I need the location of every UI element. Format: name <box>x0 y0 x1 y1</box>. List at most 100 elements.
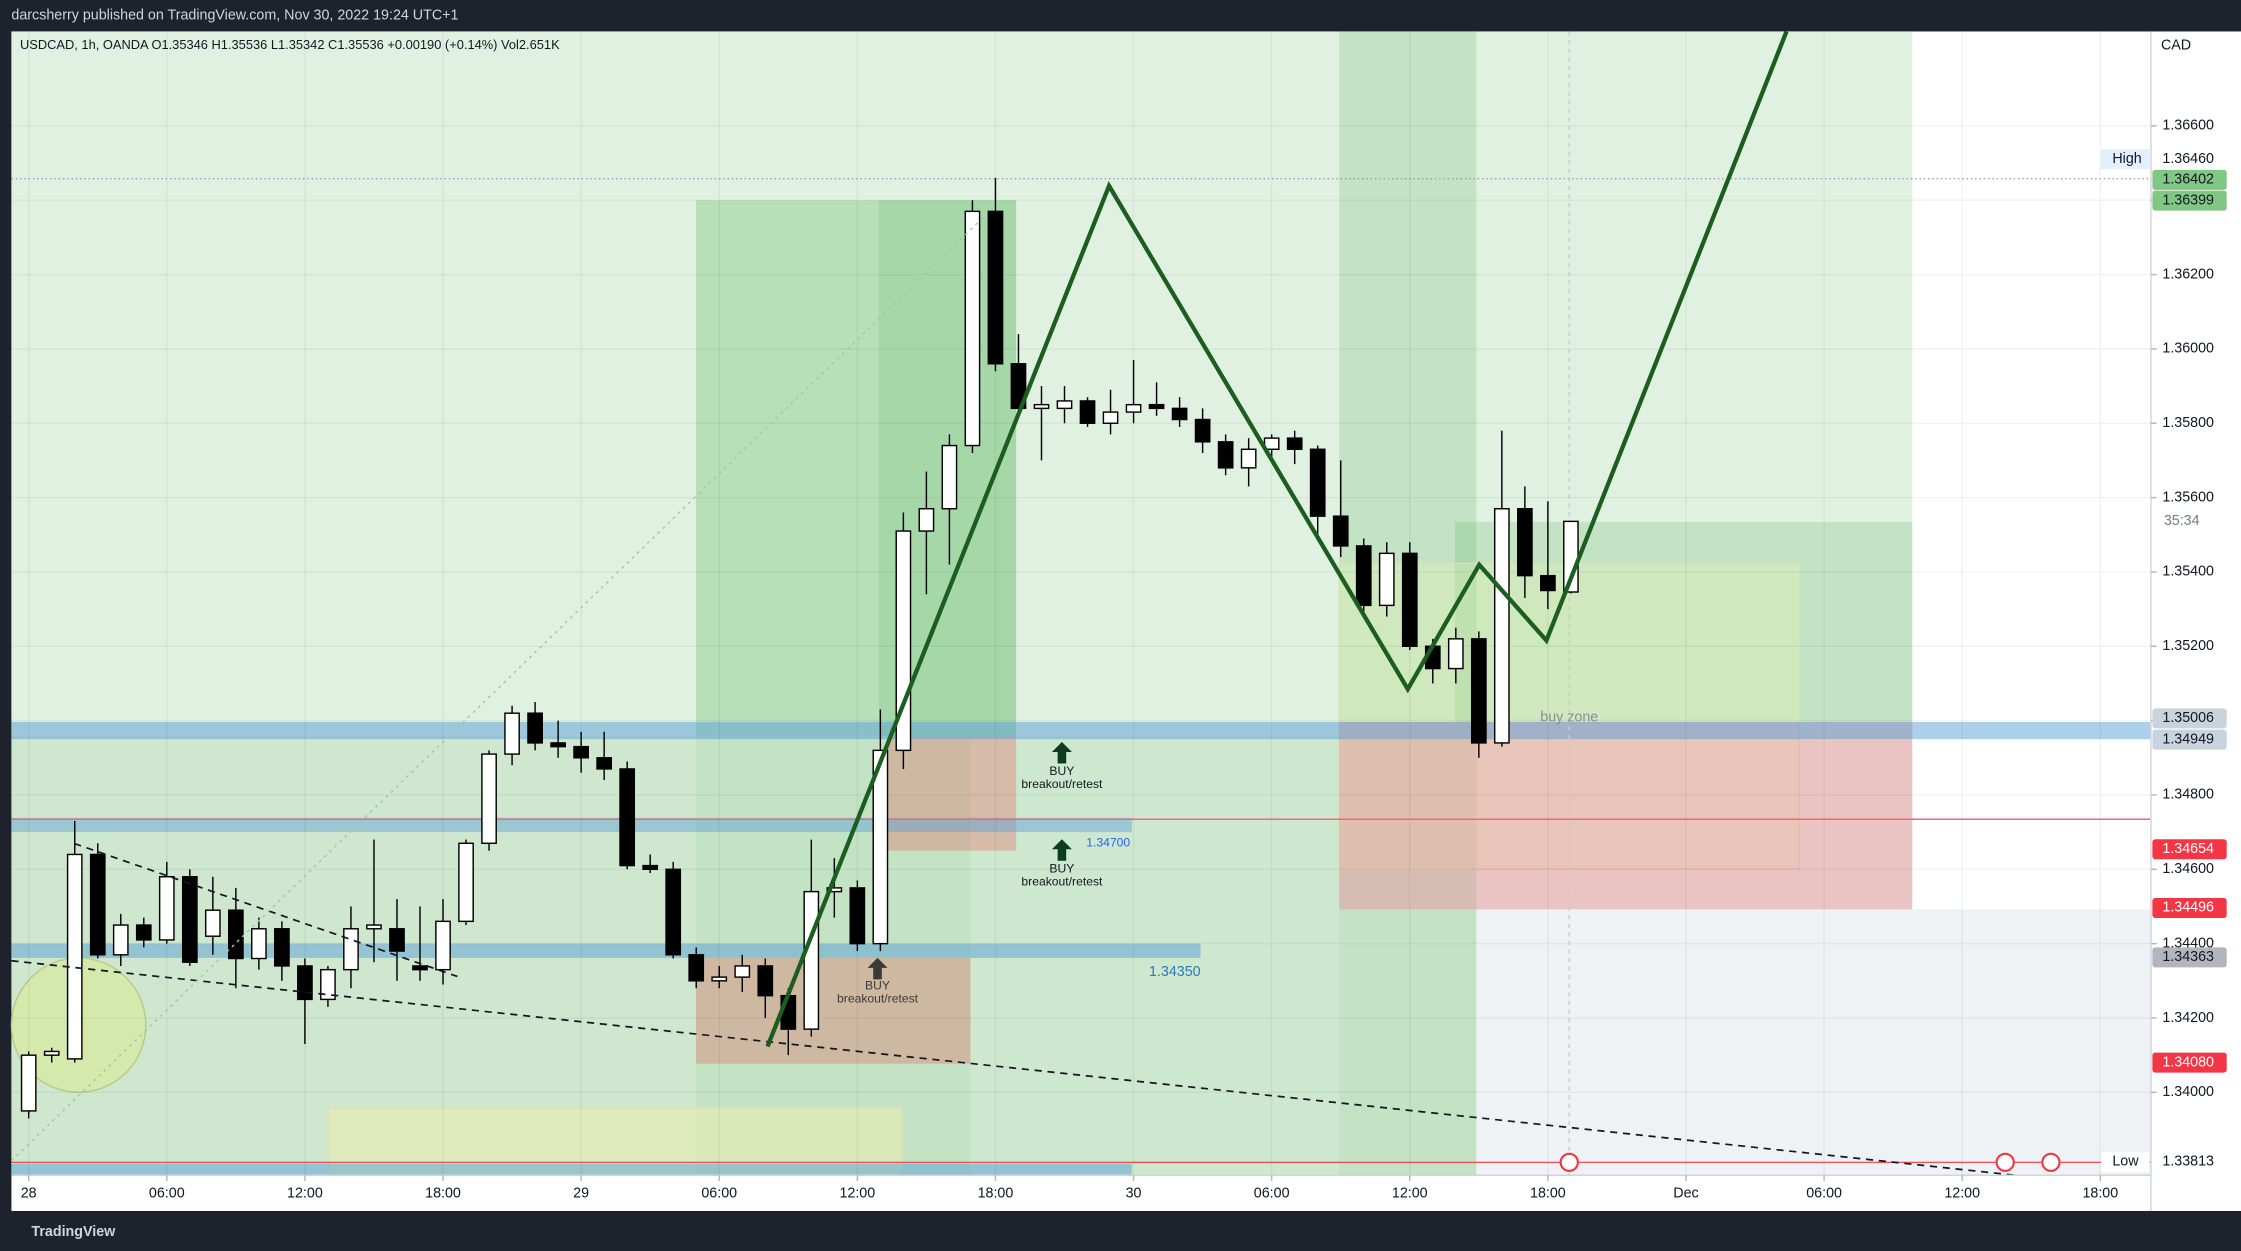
price-tag-label: 1.33813 <box>2162 1154 2214 1170</box>
candle-body <box>941 444 958 510</box>
candle-body <box>987 210 1004 365</box>
y-tick-label: 1.35200 <box>2162 638 2214 654</box>
y-tick-label: 1.35400 <box>2162 564 2214 580</box>
candle-body <box>1447 638 1464 670</box>
candle-body <box>1332 515 1349 547</box>
candle-body <box>20 1054 37 1112</box>
annotation: breakout/retest <box>837 992 919 1006</box>
arrow <box>867 957 888 980</box>
x-tick-label: 06:00 <box>701 1186 737 1202</box>
price-axis-bg <box>2150 31 2241 1211</box>
zone <box>887 736 1017 851</box>
price-tag-name-bg <box>2100 149 2150 170</box>
annotation: 1.34700 <box>1086 836 1130 850</box>
x-tick-label: 12:00 <box>1944 1186 1980 1202</box>
trend-line <box>10 213 987 1162</box>
x-tick-label: 06:00 <box>1806 1186 1842 1202</box>
candle-body <box>596 757 613 770</box>
candle-body <box>204 909 221 937</box>
price-tag <box>2152 897 2227 918</box>
x-tick-label: Dec <box>1673 1186 1698 1202</box>
candle-body <box>89 853 106 956</box>
candle-body <box>504 712 520 755</box>
candle-body <box>573 745 589 759</box>
candle-body <box>1033 403 1050 410</box>
price-tag-label: 1.36460 <box>2162 151 2214 167</box>
candle-body <box>135 924 152 941</box>
x-tick-label: 06:00 <box>149 1186 185 1202</box>
candle-body <box>826 887 843 893</box>
event-icon[interactable] <box>1559 1152 1579 1173</box>
candle-body <box>803 890 820 1030</box>
candle-body <box>964 210 981 447</box>
candle-body <box>481 753 497 844</box>
y-tick-label: 1.34800 <box>2162 787 2214 803</box>
candle-body <box>227 909 244 960</box>
candle-body <box>1378 552 1395 607</box>
candle-body <box>665 868 682 956</box>
candle-body <box>1401 552 1418 647</box>
x-tick-label: 12:00 <box>287 1186 323 1202</box>
annotation: buy zone <box>1540 709 1598 725</box>
annotation: breakout/retest <box>1021 777 1103 791</box>
y-tick-label: 1.34000 <box>2162 1084 2214 1100</box>
candle-body <box>1079 400 1096 424</box>
annotation: breakout/retest <box>1021 874 1103 888</box>
annotation: BUY <box>865 979 890 993</box>
y-tick-label: 1.34200 <box>2162 1010 2214 1026</box>
y-tick-label: 1.36600 <box>2162 118 2214 134</box>
zones <box>10 31 2151 1176</box>
price-tag <box>2152 729 2227 750</box>
price-tag <box>2152 947 2227 968</box>
y-tick-label: 1.35800 <box>2162 415 2214 431</box>
candle-body <box>158 876 175 941</box>
candle-body <box>872 749 889 945</box>
trend-line <box>74 842 458 978</box>
price-tag <box>2152 149 2227 170</box>
zone <box>696 200 1017 737</box>
symbol-info: USDCAD, 1h, OANDA O1.35346 H1.35536 L1.3… <box>20 37 560 52</box>
candle-body <box>1309 448 1326 517</box>
candle-body <box>1194 418 1211 443</box>
candle-body <box>1493 508 1510 744</box>
x-tick-label: 18:00 <box>2082 1186 2118 1202</box>
candle-body <box>1286 437 1303 450</box>
annotation: BUY <box>1049 861 1074 875</box>
header: darcsherry published on TradingView.com,… <box>11 8 458 24</box>
countdown: 35:34 <box>2164 513 2200 529</box>
candle-body <box>1540 574 1556 592</box>
x-tick-label: 30 <box>1126 1186 1142 1202</box>
candle-body <box>1125 403 1142 413</box>
price-tag-name-bg <box>2100 1151 2150 1172</box>
x-tick-label: 18:00 <box>1530 1186 1566 1202</box>
annotation: 1.34350 <box>1149 964 1201 980</box>
price-tag <box>2152 169 2227 190</box>
event-icon[interactable] <box>2041 1152 2061 1173</box>
candle-body <box>1240 448 1257 469</box>
candle-body <box>1517 508 1533 577</box>
time-axis-bg <box>11 1175 2151 1211</box>
countdown-bg <box>2152 511 2227 532</box>
x-tick-label: 28 <box>21 1186 37 1202</box>
candle-body <box>849 887 866 945</box>
price-tag <box>2152 190 2227 211</box>
price-tag-name: Low <box>2112 1154 2139 1170</box>
zone <box>1339 722 1913 910</box>
marks <box>11 31 2151 1176</box>
candle-body <box>112 924 129 956</box>
x-tick-label: 12:00 <box>1392 1186 1428 1202</box>
candle-body <box>642 864 659 871</box>
axis-labels: 1.366001.364001.362001.360001.358001.356… <box>21 118 2227 1202</box>
candle-body <box>274 928 290 967</box>
candle-body <box>343 928 359 971</box>
overlays: BUY breakout/retest 1.34700 BUY breakout… <box>10 30 2191 1240</box>
event-icon[interactable] <box>1995 1152 2015 1173</box>
y-tick-label: 1.34600 <box>2162 861 2214 877</box>
candle-body <box>43 1050 60 1056</box>
candle-body <box>435 920 451 971</box>
candle-body <box>251 928 267 960</box>
footer: TradingView <box>31 1224 116 1240</box>
level-band <box>11 1163 1132 1176</box>
